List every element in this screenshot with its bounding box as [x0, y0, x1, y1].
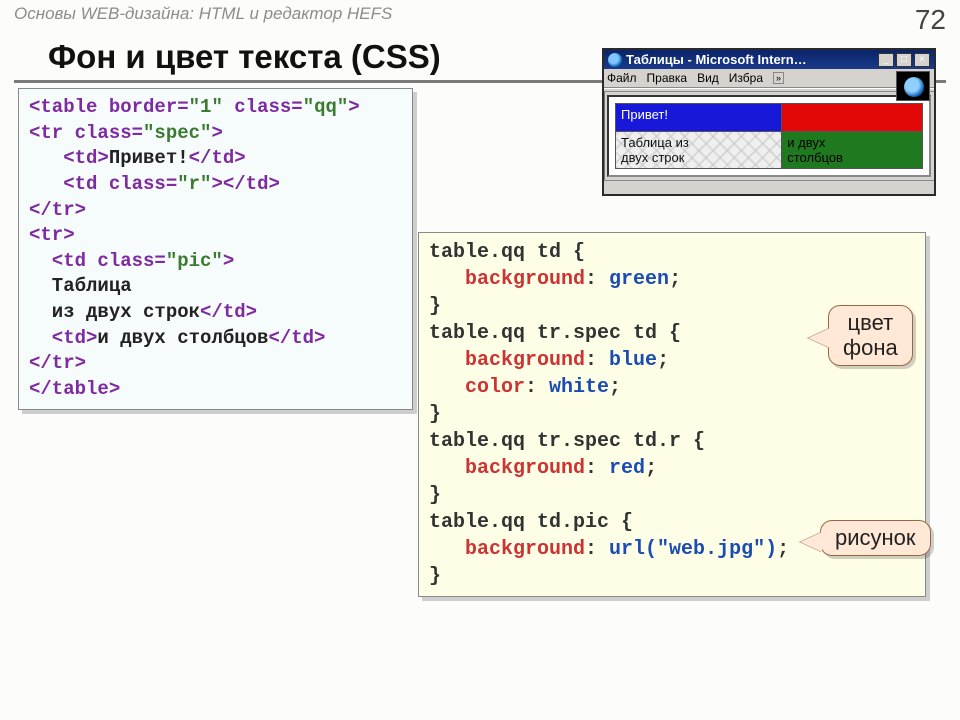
callout-bgcolor-tail	[808, 328, 830, 348]
browser-viewport: Привет! Таблица из двух строк и двух сто…	[607, 95, 931, 177]
ie-icon	[608, 53, 622, 67]
menu-more[interactable]: »	[773, 72, 784, 84]
code-block-html: <table border="1" class="qq"> <tr class=…	[18, 88, 413, 410]
cell-hello: Привет!	[616, 104, 782, 132]
ie-throbber-icon	[896, 71, 930, 101]
menu-fav[interactable]: Избра	[729, 71, 763, 85]
close-button[interactable]: ×	[914, 53, 930, 67]
browser-statusbar	[604, 180, 934, 194]
page-number: 72	[915, 4, 946, 36]
menu-file[interactable]: Файл	[607, 71, 637, 85]
cell-red	[782, 104, 923, 132]
cell-two: и двух столбцов	[782, 132, 923, 169]
page-header: Основы WEB-дизайна: HTML и редактор HEFS…	[0, 0, 960, 36]
window-title: Таблицы - Microsoft Intern…	[626, 52, 807, 67]
breadcrumb: Основы WEB-дизайна: HTML и редактор HEFS	[14, 4, 392, 24]
browser-titlebar: Таблицы - Microsoft Intern… _ □ ×	[604, 50, 934, 69]
demo-table: Привет! Таблица из двух строк и двух сто…	[615, 103, 923, 169]
browser-menubar: Файл Правка Вид Избра »	[604, 69, 934, 88]
minimize-button[interactable]: _	[878, 53, 894, 67]
callout-picture-tail	[800, 532, 822, 552]
menu-view[interactable]: Вид	[697, 71, 719, 85]
callout-picture: рисунок	[820, 520, 931, 556]
browser-window: Таблицы - Microsoft Intern… _ □ × Файл П…	[602, 48, 936, 196]
cell-pic: Таблица из двух строк	[616, 132, 782, 169]
menu-edit[interactable]: Правка	[647, 71, 688, 85]
maximize-button[interactable]: □	[896, 53, 912, 67]
callout-bgcolor: цвет фона	[828, 305, 913, 366]
toolbar-divider	[604, 88, 934, 92]
